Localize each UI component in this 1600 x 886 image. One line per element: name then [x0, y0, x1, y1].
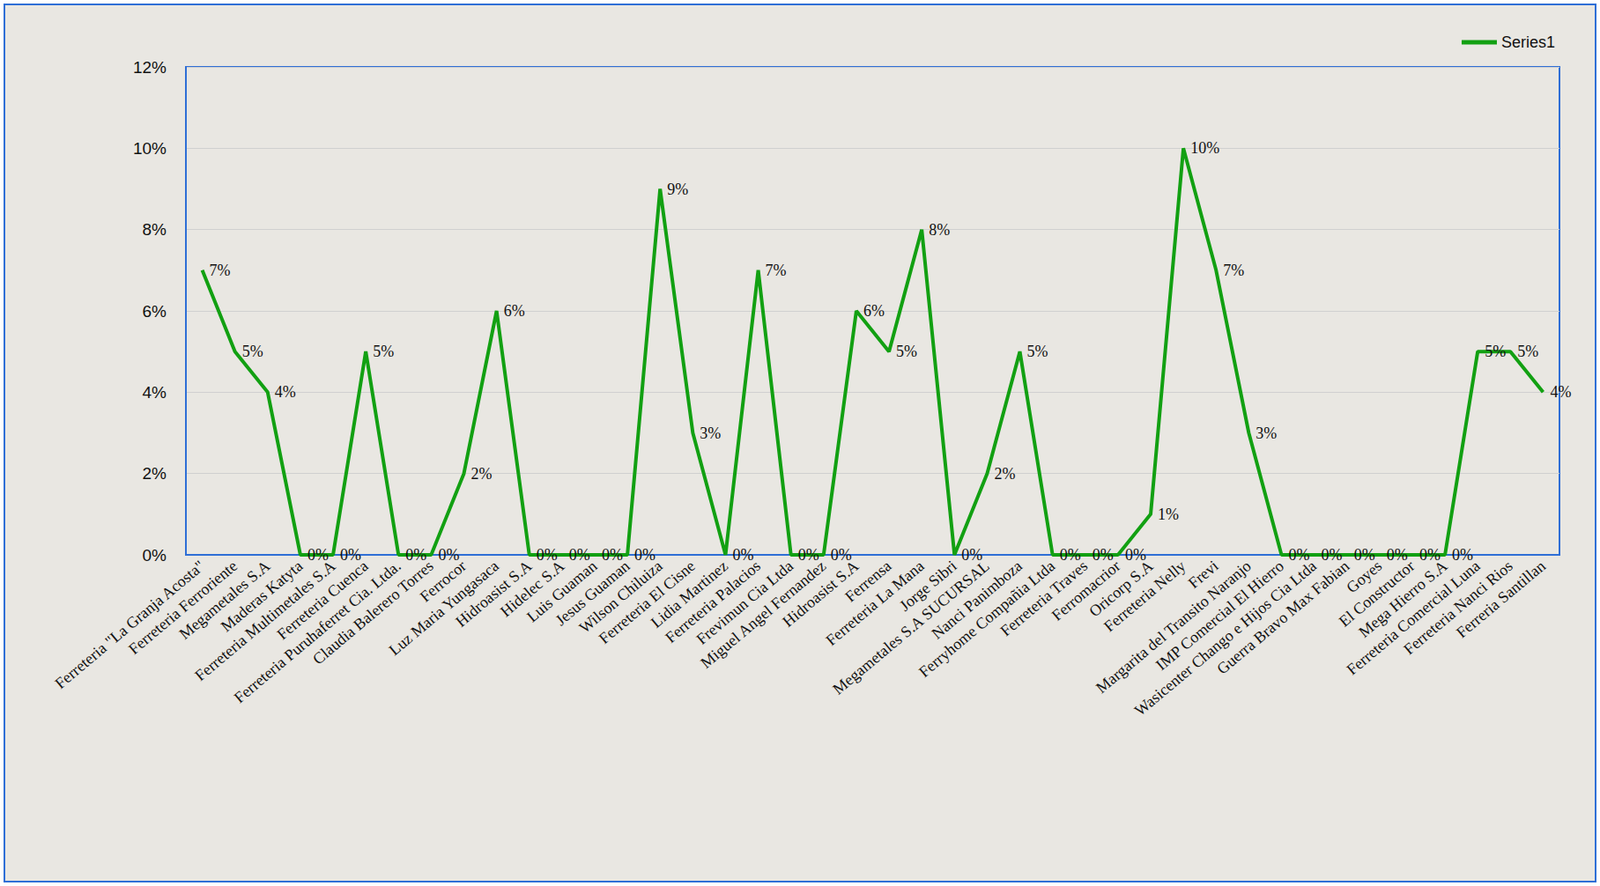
svg-text:12%: 12%: [133, 58, 167, 77]
svg-text:6%: 6%: [142, 302, 168, 321]
svg-text:7%: 7%: [765, 261, 787, 280]
svg-text:Megametales S.A: Megametales S.A: [175, 557, 274, 644]
svg-text:0%: 0%: [437, 546, 460, 564]
svg-text:Hidroasist S.A: Hidroasist S.A: [779, 557, 863, 631]
svg-text:0%: 0%: [1419, 546, 1441, 564]
svg-text:5%: 5%: [896, 342, 918, 361]
svg-text:Ferreteria Palacios: Ferreteria Palacios: [661, 557, 764, 647]
svg-text:Ferreteria La Mana: Ferreteria La Mana: [822, 557, 928, 650]
svg-text:Goyes: Goyes: [1342, 557, 1386, 597]
svg-text:0%: 0%: [1059, 546, 1082, 564]
svg-text:Ferryhome Compañia Ltda: Ferryhome Compañia Ltda: [915, 556, 1059, 682]
svg-text:Ferreteria El Cisne: Ferreteria El Cisne: [595, 557, 699, 648]
svg-text:0%: 0%: [569, 546, 591, 564]
svg-text:Ferreteria Nelly: Ferreteria Nelly: [1100, 557, 1190, 636]
svg-text:Hidelec S.A: Hidelec S.A: [497, 557, 568, 621]
svg-text:Lidia Martinez: Lidia Martinez: [647, 557, 732, 632]
svg-text:Ferreria Santillan: Ferreria Santillan: [1452, 556, 1549, 642]
svg-text:0%: 0%: [1321, 546, 1343, 564]
svg-text:0%: 0%: [307, 546, 329, 564]
svg-text:Luz Maria Yungasaca: Luz Maria Yungasaca: [385, 557, 503, 660]
svg-text:Ferrocor: Ferrocor: [416, 557, 470, 606]
svg-text:0%: 0%: [1451, 546, 1474, 564]
svg-text:Ferreteria Comercial Luna: Ferreteria Comercial Luna: [1343, 556, 1484, 679]
svg-text:8%: 8%: [142, 220, 168, 239]
svg-text:0%: 0%: [1386, 546, 1408, 564]
svg-text:Frevi: Frevi: [1184, 557, 1222, 593]
svg-text:0%: 0%: [1354, 546, 1376, 564]
svg-text:3%: 3%: [1255, 424, 1277, 443]
svg-text:0%: 0%: [142, 546, 168, 565]
svg-text:10%: 10%: [1190, 139, 1220, 157]
svg-text:5%: 5%: [1517, 342, 1539, 361]
svg-text:0%: 0%: [601, 546, 623, 564]
svg-text:0%: 0%: [536, 546, 558, 564]
svg-text:0%: 0%: [830, 546, 852, 564]
svg-text:Megametales S.A SUCURSAL: Megametales S.A SUCURSAL: [829, 557, 993, 699]
svg-text:0%: 0%: [798, 546, 820, 564]
svg-text:Frevimun Cia Ltda: Frevimun Cia Ltda: [692, 557, 797, 649]
svg-text:Luis Guaman: Luis Guaman: [523, 557, 601, 626]
svg-text:Miguel Angel Fernandez: Miguel Angel Fernandez: [697, 557, 830, 672]
svg-text:4%: 4%: [274, 383, 297, 401]
svg-text:Oricorp S.A: Oricorp S.A: [1085, 557, 1157, 621]
svg-text:0%: 0%: [961, 546, 983, 564]
svg-text:Ferreteria Multimetales S.A: Ferreteria Multimetales S.A: [191, 557, 339, 685]
svg-text:5%: 5%: [242, 342, 264, 361]
svg-text:Margarita del Transito Naranjo: Margarita del Transito Naranjo: [1092, 557, 1255, 698]
svg-text:0%: 0%: [340, 546, 362, 564]
svg-text:0%: 0%: [405, 546, 427, 564]
svg-text:0%: 0%: [1125, 546, 1147, 564]
svg-text:5%: 5%: [1484, 342, 1506, 361]
svg-text:Ferreteria Ferroriente: Ferreteria Ferroriente: [125, 557, 241, 659]
svg-text:0%: 0%: [732, 546, 754, 564]
svg-text:5%: 5%: [372, 342, 394, 361]
svg-text:Ferreteria Puruhaferret Cia. L: Ferreteria Puruhaferret Cia. Ltda.: [230, 556, 405, 707]
svg-text:2%: 2%: [993, 465, 1015, 483]
svg-text:Maderas Katyta: Maderas Katyta: [217, 557, 306, 636]
svg-text:5%: 5%: [1027, 342, 1049, 361]
svg-text:6%: 6%: [503, 302, 526, 320]
svg-text:2%: 2%: [471, 465, 493, 483]
svg-text:0%: 0%: [1288, 546, 1310, 564]
svg-text:0%: 0%: [634, 546, 656, 564]
svg-text:Wasicenter Chango e Hijos Cia: Wasicenter Chango e Hijos Cia Ltda: [1131, 556, 1320, 719]
svg-text:Mega Hierro S.A: Mega Hierro S.A: [1355, 557, 1451, 642]
svg-text:Ferreteria "La Granja Acosta": Ferreteria "La Granja Acosta": [51, 557, 208, 693]
svg-text:8%: 8%: [928, 221, 950, 239]
svg-text:9%: 9%: [666, 180, 689, 199]
svg-text:Wilson Chiluiza: Wilson Chiluiza: [575, 557, 666, 637]
svg-text:Ferrensa: Ferrensa: [841, 557, 895, 606]
svg-text:7%: 7%: [209, 261, 231, 280]
svg-text:4%: 4%: [1549, 383, 1571, 401]
svg-text:IMP Comercial El Hierro: IMP Comercial El Hierro: [1152, 556, 1288, 675]
svg-text:Nanci Panimboza: Nanci Panimboza: [928, 557, 1026, 643]
svg-text:Ferreteria Cuenca: Ferreteria Cuenca: [273, 557, 372, 644]
svg-text:Ferromacrior: Ferromacrior: [1048, 557, 1124, 625]
svg-text:2%: 2%: [142, 464, 168, 483]
svg-text:Hidroasist S.A: Hidroasist S.A: [452, 557, 535, 631]
svg-text:4%: 4%: [142, 383, 168, 402]
svg-text:Jesus Guaman: Jesus Guaman: [551, 557, 634, 630]
svg-text:Jorge Sibri: Jorge Sibri: [896, 557, 961, 615]
svg-text:El Constructor: El Constructor: [1335, 557, 1418, 631]
svg-text:Series1: Series1: [1501, 33, 1556, 52]
svg-text:Ferreteria Traves: Ferreteria Traves: [996, 557, 1091, 640]
svg-text:Guerra Bravo Max Fabian: Guerra Bravo Max Fabian: [1213, 556, 1353, 678]
svg-text:7%: 7%: [1222, 261, 1245, 280]
svg-text:6%: 6%: [863, 302, 885, 320]
svg-text:Claudia Balerero Torres: Claudia Balerero Torres: [309, 556, 438, 668]
svg-text:0%: 0%: [1092, 546, 1114, 564]
svg-text:10%: 10%: [133, 139, 167, 158]
svg-text:1%: 1%: [1157, 505, 1179, 524]
svg-text:Ferreteria Nanci Rios: Ferreteria Nanci Rios: [1400, 557, 1517, 659]
svg-text:3%: 3%: [699, 424, 721, 443]
